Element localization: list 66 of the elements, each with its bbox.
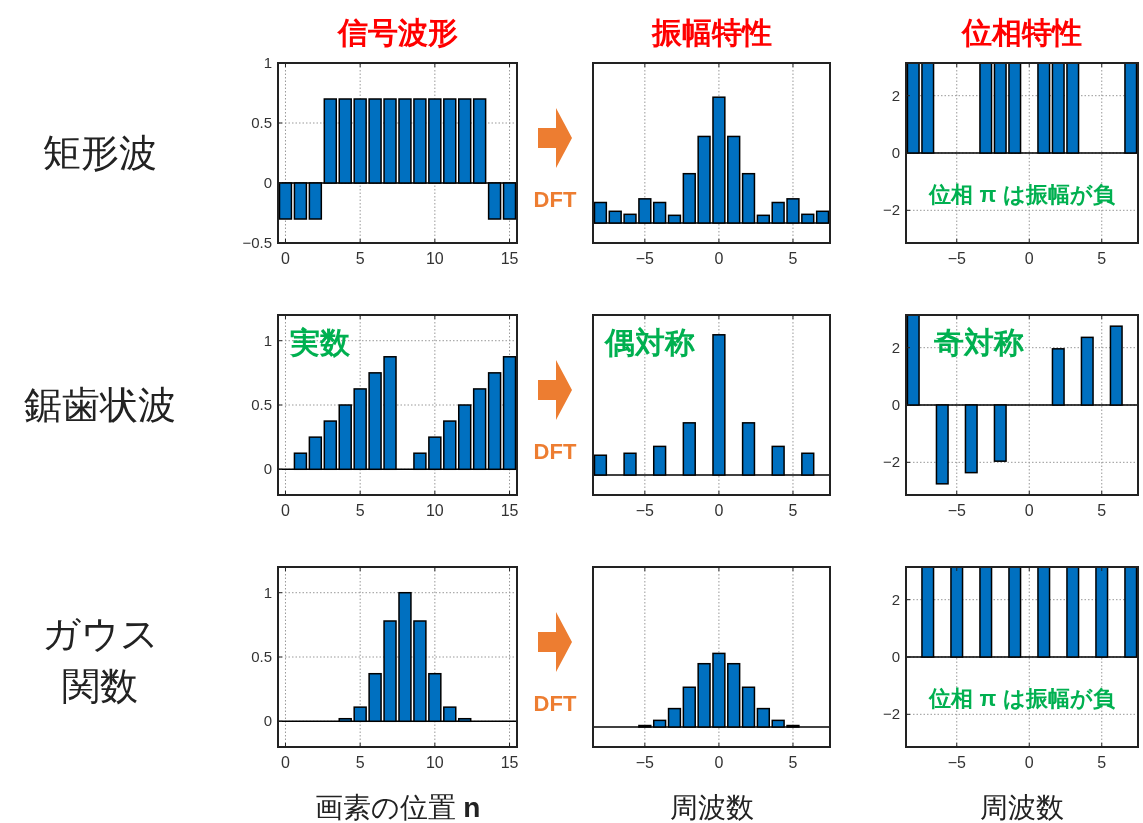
x-tick-label: 10 — [425, 250, 444, 267]
x-tick-label: 10 — [425, 754, 444, 771]
x-tick-label: 5 — [788, 502, 798, 519]
x-tick-label: 5 — [788, 754, 798, 771]
y-tick-label: 0 — [891, 396, 900, 413]
x-tick-label: −5 — [635, 754, 655, 771]
x-tick-label: 0 — [1024, 250, 1034, 267]
y-tick-label: −2 — [882, 453, 900, 471]
y-tick-label: −2 — [882, 705, 900, 723]
x-axis-title: 周波数 — [980, 792, 1064, 823]
y-tick-label: −2 — [882, 201, 900, 219]
y-tick-label: 2 — [891, 590, 900, 608]
y-tick-label: −0.5 — [242, 234, 272, 251]
x-tick-label: 10 — [425, 502, 444, 519]
x-axis-title: 画素の位置 n — [314, 792, 481, 823]
y-tick-label: 0 — [891, 144, 900, 161]
text: DFT — [533, 187, 577, 212]
y-tick-label: 0 — [891, 648, 900, 665]
x-tick-label: 5 — [355, 754, 365, 771]
y-axis-title: ガウス関数 — [41, 613, 159, 707]
x-tick-label: 0 — [714, 754, 724, 771]
x-tick-label: 5 — [355, 250, 365, 267]
x-tick-label: −5 — [635, 502, 655, 519]
annotation: 位相 π は振幅が負 — [928, 181, 1116, 207]
y-tick-label: 1 — [263, 331, 272, 349]
x-tick-label: −5 — [947, 754, 966, 771]
x-tick-label: 0 — [1024, 754, 1034, 771]
x-tick-label: 0 — [714, 250, 724, 267]
y-tick-label: 1 — [263, 54, 272, 71]
y-tick-label: 0.5 — [251, 396, 272, 413]
chart-title: 振幅特性 — [650, 16, 772, 49]
x-tick-label: 0 — [714, 502, 724, 519]
chart-title: 位相特性 — [961, 16, 1082, 49]
x-tick-label: 5 — [1097, 754, 1107, 771]
y-tick-label: 0 — [263, 174, 272, 191]
y-tick-label: 2 — [891, 338, 900, 356]
x-tick-label: 15 — [500, 754, 519, 771]
x-tick-label: 5 — [1097, 250, 1107, 267]
text: DFT — [533, 439, 577, 464]
annotation: 奇対称 — [933, 326, 1024, 359]
annotation: 偶対称 — [604, 326, 695, 359]
text: DFT — [533, 691, 577, 716]
x-tick-label: 5 — [1097, 502, 1107, 519]
x-tick-label: 15 — [500, 502, 519, 519]
y-tick-label: 0 — [263, 460, 272, 478]
y-axis-title: 鋸歯状波 — [24, 384, 176, 426]
y-tick-label: 0 — [263, 712, 272, 730]
x-tick-label: 0 — [281, 502, 291, 519]
x-tick-label: 5 — [355, 502, 365, 519]
x-tick-label: 0 — [281, 754, 291, 771]
x-tick-label: 0 — [1024, 502, 1034, 519]
y-axis-title: 矩形波 — [43, 132, 157, 174]
y-tick-label: 2 — [891, 86, 900, 104]
x-tick-label: 15 — [500, 250, 519, 267]
y-tick-label: 0.5 — [251, 114, 272, 131]
annotation: 実数 — [289, 326, 351, 359]
x-axis-title: 周波数 — [669, 792, 754, 823]
y-tick-label: 1 — [263, 583, 272, 601]
x-tick-label: −5 — [635, 250, 655, 267]
x-tick-label: 0 — [281, 250, 291, 267]
annotation: 位相 π は振幅が負 — [928, 685, 1116, 711]
x-tick-label: −5 — [947, 250, 966, 267]
y-tick-label: 0.5 — [251, 648, 272, 665]
x-tick-label: −5 — [947, 502, 966, 519]
chart-title: 信号波形 — [336, 16, 458, 49]
x-tick-label: 5 — [788, 250, 798, 267]
